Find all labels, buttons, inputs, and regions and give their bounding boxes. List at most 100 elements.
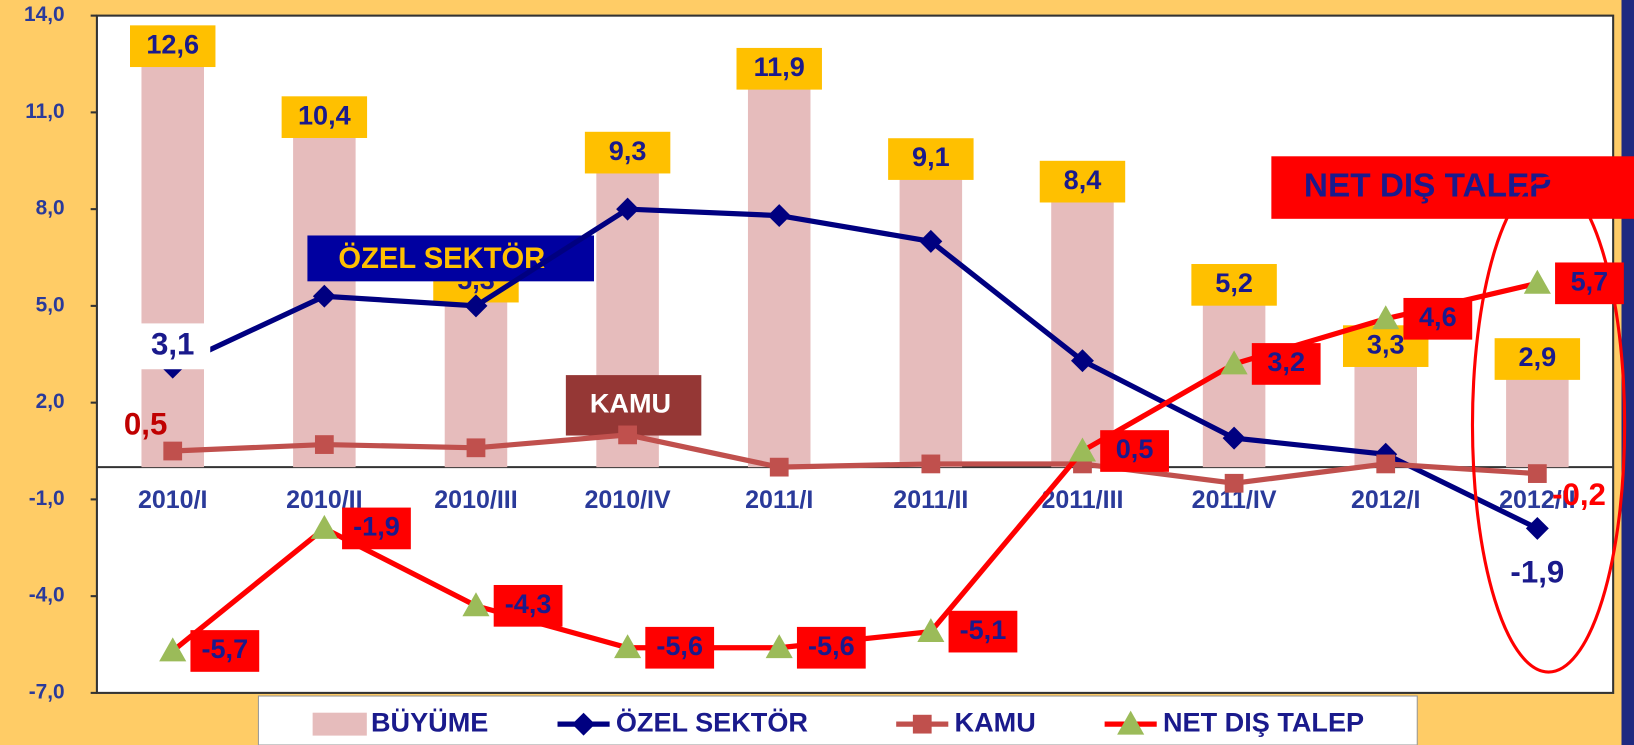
marker: [614, 634, 642, 659]
data-label: 3,3: [1367, 328, 1405, 359]
data-label: 11,9: [754, 51, 805, 82]
annotation-box: [1271, 156, 1634, 219]
y-tick-label: -7,0: [29, 680, 65, 703]
label-box: [1403, 297, 1473, 340]
marker: [1220, 350, 1248, 375]
legend-swatch: [312, 712, 367, 736]
bar: [899, 173, 963, 468]
line: [172, 432, 1538, 486]
data-label: 12,6: [146, 28, 199, 59]
data-label: 5,7: [1571, 265, 1609, 296]
x-tick-label: 2011/II: [893, 486, 968, 514]
y-tick-label: 11,0: [25, 100, 64, 123]
data-label: -5,6: [656, 630, 703, 661]
label-box: [888, 138, 974, 180]
marker: [921, 454, 941, 474]
label-box: [342, 507, 411, 550]
marker: [767, 204, 791, 228]
marker: [310, 514, 338, 539]
legend-label: ÖZEL SEKTÖR: [616, 706, 808, 737]
x-tick-label: 2010/I: [138, 486, 208, 514]
marker: [464, 294, 488, 318]
marker: [163, 441, 183, 461]
marker: [1372, 305, 1400, 330]
x-tick-label: 2012/II: [1499, 486, 1575, 514]
data-label: 0,5: [124, 406, 167, 441]
data-label: 5,2: [1215, 267, 1253, 298]
marker: [1525, 516, 1549, 540]
annotation: ÖZEL SEKTÖR: [338, 242, 545, 275]
y-tick-label: 5,0: [36, 293, 65, 316]
marker: [1523, 269, 1551, 294]
label-box: [281, 96, 368, 138]
x-tick-label: 2010/III: [434, 486, 517, 514]
x-tick-label: 2010/IV: [585, 486, 672, 514]
data-label: -1,9: [1510, 555, 1564, 590]
label-box: [1251, 343, 1321, 385]
marker: [466, 438, 486, 458]
bar: [1051, 196, 1114, 468]
marker: [1068, 437, 1097, 462]
legend-marker: [1117, 710, 1145, 735]
label-box: [130, 25, 216, 68]
y-tick-label: -4,0: [29, 584, 65, 607]
y-tick-label: -1,0: [29, 487, 65, 510]
data-label: 4,6: [1419, 301, 1457, 332]
data-label: 9,3: [609, 135, 647, 166]
marker: [312, 284, 336, 308]
x-tick-label: 2012/I: [1351, 486, 1421, 514]
y-tick-label: 2,0: [36, 390, 65, 413]
legend-marker: [572, 712, 596, 736]
marker: [765, 634, 793, 659]
annotation: KAMU: [590, 387, 671, 418]
marker: [159, 637, 187, 662]
label-box: [736, 47, 822, 90]
label-box: [190, 630, 260, 672]
data-label: 8,4: [1064, 164, 1102, 195]
marker: [618, 425, 637, 445]
label-box: [493, 584, 563, 627]
marker: [1224, 473, 1244, 493]
y-tick-label: 14,0: [24, 3, 65, 26]
label-box: [1039, 160, 1126, 203]
label-box: [948, 610, 1018, 653]
data-label: -5,1: [960, 614, 1007, 645]
highlight-ellipse: [1470, 176, 1627, 674]
label-box: [1191, 264, 1277, 306]
x-tick-label: 2011/I: [745, 486, 813, 514]
legend-label: BÜYÜME: [371, 706, 488, 737]
label-box: [135, 323, 211, 370]
label-box: [1100, 430, 1169, 472]
x-tick-label: 2011/III: [1041, 486, 1123, 514]
bar: [747, 83, 811, 468]
data-label: -1,9: [353, 511, 400, 542]
bar: [1506, 373, 1569, 468]
data-label: 3,2: [1267, 346, 1305, 377]
data-label: 0,5: [1116, 433, 1154, 464]
label-box: [796, 626, 866, 669]
line: [171, 206, 1539, 531]
marker: [616, 197, 640, 221]
marker: [919, 229, 943, 253]
label-box: [645, 626, 715, 669]
data-label: -4,3: [505, 588, 552, 619]
data-label: 3,1: [151, 327, 194, 362]
data-label: -0,2: [1552, 477, 1606, 512]
legend-marker: [912, 714, 932, 734]
y-tick-label: 8,0: [36, 197, 65, 220]
data-label: -5,7: [201, 633, 248, 664]
annotation: NET DIŞ TALEP: [1304, 167, 1552, 204]
data-label: -5,6: [808, 630, 855, 661]
marker: [769, 457, 789, 477]
marker: [917, 618, 945, 643]
legend-label: NET DIŞ TALEP: [1163, 706, 1364, 737]
annotation-box: [565, 375, 702, 436]
marker: [1071, 349, 1094, 373]
data-label: 2,9: [1519, 341, 1557, 372]
legend-label: KAMU: [955, 706, 1036, 737]
bar: [141, 60, 204, 468]
label-box: [584, 131, 671, 174]
marker: [462, 592, 490, 617]
data-label: 10,4: [298, 99, 351, 130]
